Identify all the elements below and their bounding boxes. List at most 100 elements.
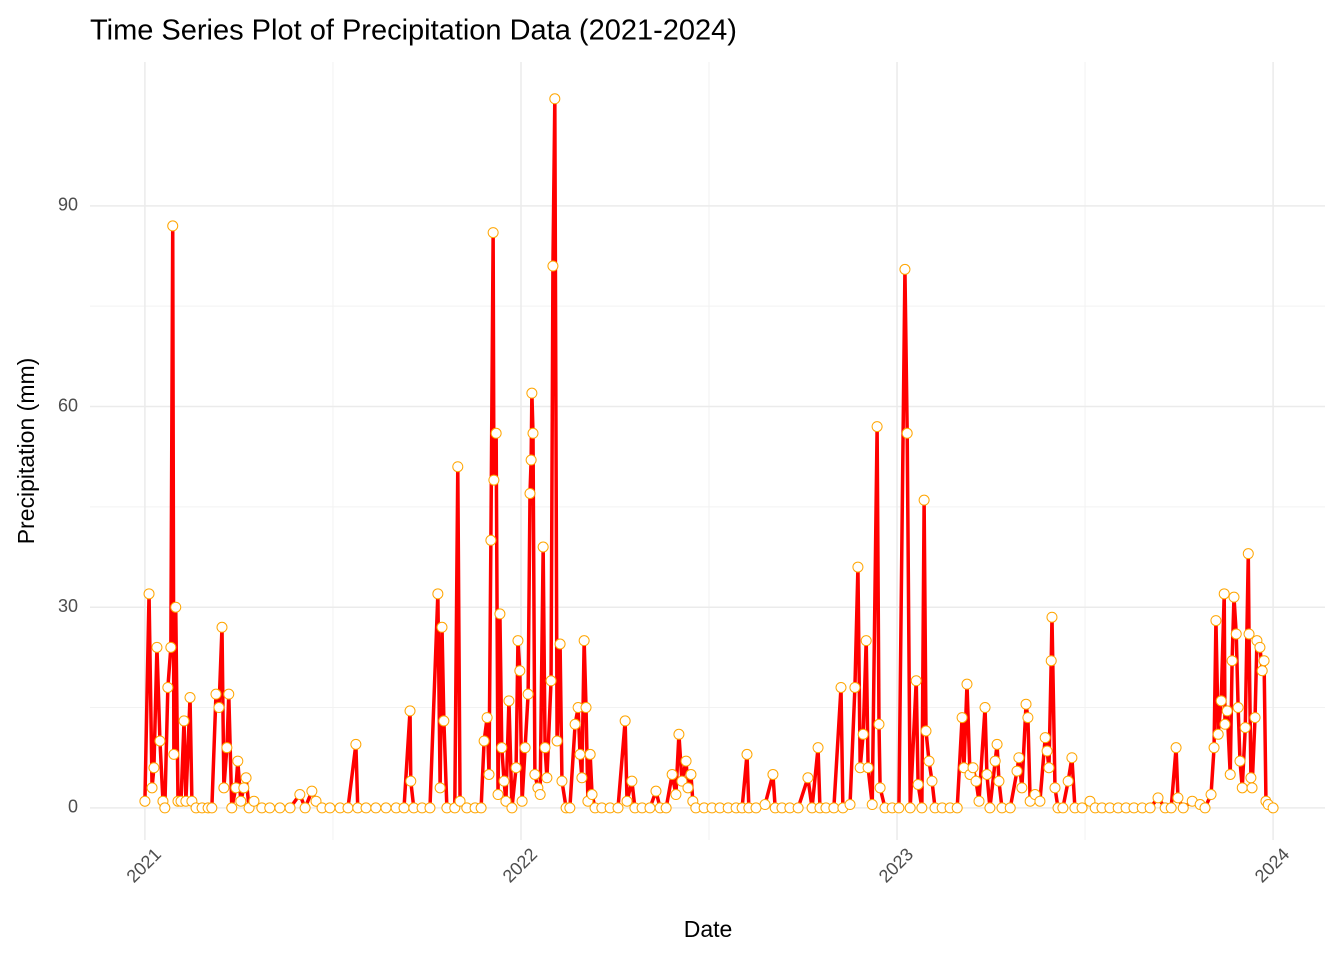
data-point: [961, 678, 973, 690]
data-point: [1034, 795, 1046, 807]
x-tick-label: 2024: [1251, 844, 1293, 886]
data-point: [759, 799, 771, 811]
data-point: [586, 789, 598, 801]
data-point: [165, 641, 177, 653]
data-point: [584, 748, 596, 760]
data-point: [621, 795, 633, 807]
data-point: [506, 802, 518, 814]
data-point: [1215, 695, 1227, 707]
data-point: [148, 762, 160, 774]
y-axis-label: Precipitation (mm): [13, 358, 39, 545]
data-point: [264, 802, 276, 814]
data-point: [436, 621, 448, 633]
data-point: [910, 675, 922, 687]
data-point: [1199, 802, 1211, 814]
data-point: [524, 487, 536, 499]
data-point: [232, 755, 244, 767]
data-point: [1170, 742, 1182, 754]
data-point: [184, 692, 196, 704]
data-point: [1039, 732, 1051, 744]
data-point: [342, 802, 354, 814]
data-point: [1011, 765, 1023, 777]
data-point: [424, 802, 436, 814]
data-point: [178, 715, 190, 727]
data-point: [545, 675, 557, 687]
data-point: [221, 742, 233, 754]
data-point: [576, 772, 588, 784]
data-point: [1218, 588, 1230, 600]
data-point: [564, 802, 576, 814]
data-point: [551, 735, 563, 747]
y-tick-label: 30: [58, 596, 78, 616]
data-point: [438, 715, 450, 727]
data-point: [973, 795, 985, 807]
data-point: [1208, 742, 1220, 754]
data-point: [1049, 782, 1061, 794]
y-tick-label: 0: [68, 797, 78, 817]
data-point: [1043, 762, 1055, 774]
data-point: [151, 641, 163, 653]
data-point: [1212, 728, 1224, 740]
data-point: [1177, 802, 1189, 814]
data-point: [1249, 712, 1261, 724]
x-tick-label: 2021: [123, 844, 165, 886]
data-point: [170, 601, 182, 613]
data-point: [991, 738, 1003, 750]
data-point: [619, 715, 631, 727]
data-point: [923, 755, 935, 767]
data-point: [487, 227, 499, 239]
data-point: [522, 688, 534, 700]
data-point: [510, 762, 522, 774]
data-point: [527, 427, 539, 439]
data-point: [494, 608, 506, 620]
data-point: [1020, 698, 1032, 710]
data-point: [1236, 782, 1248, 794]
data-point: [405, 775, 417, 787]
data-point: [167, 220, 179, 232]
data-point: [380, 802, 392, 814]
data-point: [514, 665, 526, 677]
x-tick-label: 2023: [875, 844, 917, 886]
data-point: [626, 775, 638, 787]
data-point: [226, 802, 238, 814]
data-point: [274, 802, 286, 814]
data-point: [1013, 752, 1025, 764]
data-point: [680, 755, 692, 767]
data-point: [210, 688, 222, 700]
data-point: [1245, 772, 1257, 784]
data-point: [1230, 628, 1242, 640]
x-axis-label: Date: [684, 916, 733, 942]
data-point: [360, 802, 372, 814]
data-point: [660, 802, 672, 814]
data-point: [485, 534, 497, 546]
data-point: [1045, 655, 1057, 667]
data-point: [802, 772, 814, 784]
data-point: [852, 561, 864, 573]
data-point: [526, 387, 538, 399]
data-point: [370, 802, 382, 814]
data-point: [1152, 792, 1164, 804]
data-point: [350, 738, 362, 750]
data-point: [612, 802, 624, 814]
data-point: [218, 782, 230, 794]
y-tick-label: 90: [58, 195, 78, 215]
data-point: [299, 802, 311, 814]
data-point: [951, 802, 963, 814]
data-point: [569, 718, 581, 730]
data-point: [481, 712, 493, 724]
data-point: [519, 742, 531, 754]
data-point: [1205, 789, 1217, 801]
data-point: [139, 795, 151, 807]
data-point: [223, 688, 235, 700]
data-point: [554, 638, 566, 650]
data-point: [516, 795, 528, 807]
data-point: [146, 782, 158, 794]
data-point: [673, 728, 685, 740]
data-point: [143, 588, 155, 600]
data-point: [1046, 611, 1058, 623]
data-point: [162, 681, 174, 693]
data-point: [767, 768, 779, 780]
data-point: [1228, 591, 1240, 603]
